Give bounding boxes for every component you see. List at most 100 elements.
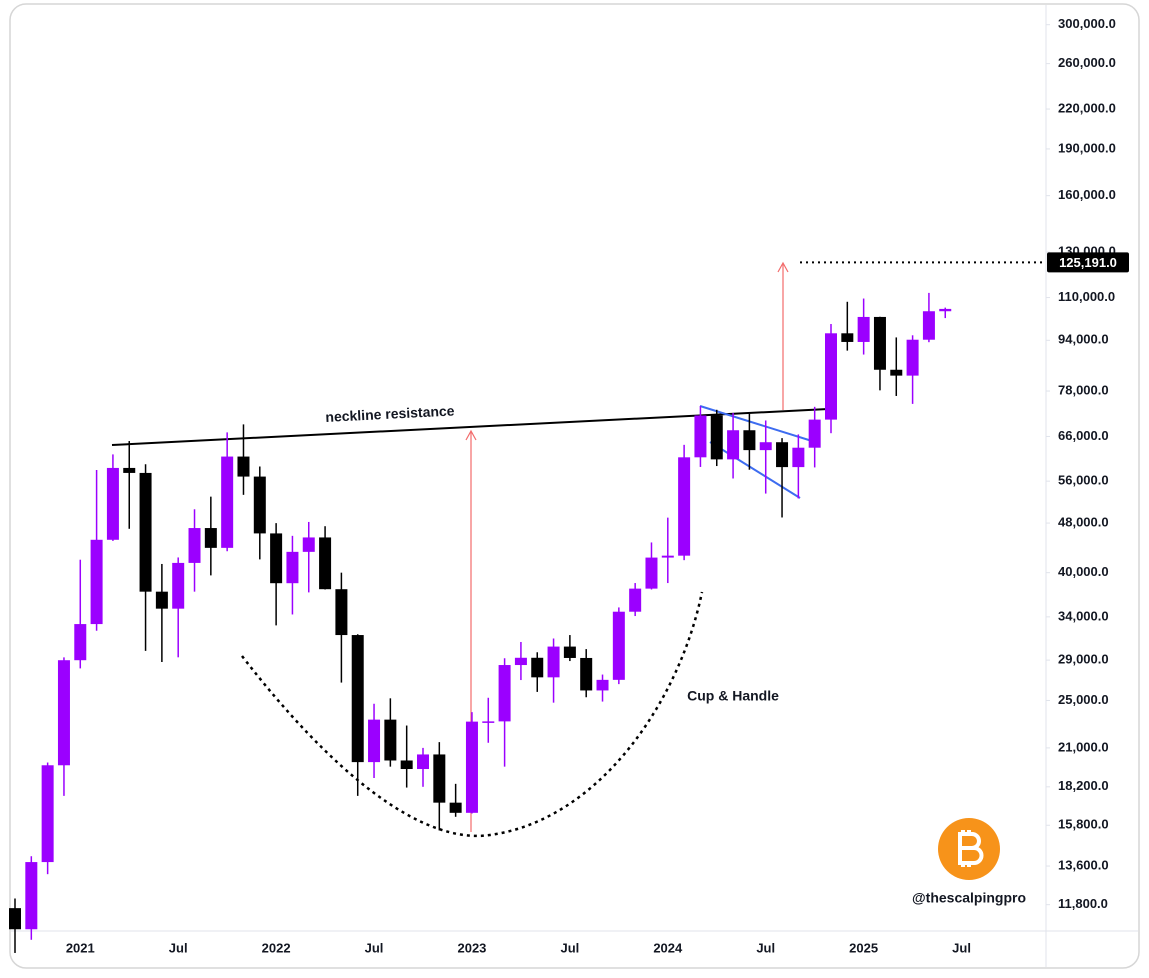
y-tick-label: 18,200.0 xyxy=(1058,778,1109,793)
candle-body xyxy=(155,591,168,609)
candle-body xyxy=(25,862,38,930)
candle-body xyxy=(204,528,217,548)
y-tick-label: 13,600.0 xyxy=(1058,857,1109,872)
x-tick-label: Jul xyxy=(560,940,579,955)
watermark-box xyxy=(906,886,1032,912)
candle-body xyxy=(449,802,462,813)
y-tick-label: 190,000.0 xyxy=(1058,140,1116,155)
candle-body xyxy=(139,472,152,592)
candle-body xyxy=(368,719,381,763)
candle-body xyxy=(335,589,348,636)
candle-body xyxy=(41,765,54,863)
flag-line xyxy=(699,405,813,442)
y-tick-label: 94,000.0 xyxy=(1058,332,1109,347)
candle-body xyxy=(221,456,234,548)
candle-body xyxy=(384,719,397,761)
cup-curve xyxy=(241,591,704,838)
candle-body xyxy=(612,611,625,680)
price-label-box xyxy=(1047,252,1129,273)
x-tick-label: Jul xyxy=(169,940,188,955)
arrow-head xyxy=(777,261,789,273)
candle-body xyxy=(57,660,70,766)
x-tick-label: Jul xyxy=(365,940,384,955)
y-tick-label: 78,000.0 xyxy=(1058,382,1109,397)
y-tick-label: 110,000.0 xyxy=(1058,289,1115,304)
x-tick-label: 2024 xyxy=(653,940,683,955)
candle-body xyxy=(776,442,789,468)
candle-body xyxy=(645,557,658,589)
candle-body xyxy=(890,369,903,376)
candle-body xyxy=(351,635,364,763)
candle-body xyxy=(580,657,593,691)
candle-body xyxy=(727,430,740,460)
candle-body xyxy=(792,447,805,468)
candle-body xyxy=(710,415,723,460)
neckline xyxy=(111,408,829,446)
candle-body xyxy=(857,316,870,342)
candle-body xyxy=(498,665,511,722)
candle-body xyxy=(106,467,119,540)
candle-body xyxy=(123,467,136,473)
candle-body xyxy=(825,333,837,420)
candle-body xyxy=(563,646,576,658)
y-tick-label: 11,800.0 xyxy=(1058,896,1108,911)
y-tick-label: 29,000.0 xyxy=(1058,652,1109,667)
y-tick-label: 40,000.0 xyxy=(1058,564,1109,579)
candle-body xyxy=(547,646,560,678)
candle-body xyxy=(237,456,250,477)
candle-body xyxy=(400,760,413,770)
drawings xyxy=(111,261,1032,912)
candle-body xyxy=(286,551,299,584)
candle-body xyxy=(841,333,854,342)
x-tick-label: 2025 xyxy=(849,940,878,955)
card xyxy=(9,3,1140,969)
candle-body xyxy=(417,754,429,770)
candle-body xyxy=(302,537,315,552)
y-tick-label: 66,000.0 xyxy=(1058,428,1109,443)
candle-body xyxy=(482,721,495,723)
candle-body xyxy=(270,533,283,584)
y-tick-label: 25,000.0 xyxy=(1058,692,1109,707)
y-tick-label: 260,000.0 xyxy=(1058,55,1116,70)
arrow-head xyxy=(465,429,477,441)
x-tick-label: 2023 xyxy=(457,940,486,955)
candle-body xyxy=(873,316,886,370)
y-tick-label: 15,800.0 xyxy=(1058,817,1109,832)
watermark: @thescalpingpro xyxy=(912,890,1026,906)
candle-body xyxy=(9,908,21,930)
y-tick-label: 34,000.0 xyxy=(1058,608,1109,623)
candle-body xyxy=(514,657,527,666)
y-tick-label: 56,000.0 xyxy=(1058,473,1109,488)
candle-body xyxy=(678,457,691,556)
y-tick-label: 220,000.0 xyxy=(1058,100,1116,115)
candle-body xyxy=(74,624,87,661)
candle-body xyxy=(939,308,952,312)
candle-body xyxy=(759,442,772,451)
price-label: 125,191.0 xyxy=(1059,255,1117,270)
candle-body xyxy=(922,311,935,340)
candle-body xyxy=(531,657,544,678)
candle-body xyxy=(661,555,674,558)
candle-body xyxy=(433,754,446,803)
candle-body xyxy=(188,528,201,563)
x-tick-label: Jul xyxy=(952,940,971,955)
candle-body xyxy=(90,539,103,625)
y-tick-label: 48,000.0 xyxy=(1058,515,1109,530)
candle-body xyxy=(694,415,707,458)
candle-body xyxy=(596,679,609,691)
flag-line xyxy=(709,441,801,499)
candle-body xyxy=(906,339,919,376)
x-tick-label: 2021 xyxy=(66,940,95,955)
x-tick-label: 2022 xyxy=(262,940,291,955)
y-tick-label: 21,000.0 xyxy=(1058,739,1109,754)
candle-body xyxy=(253,476,266,534)
candle-body xyxy=(629,588,642,612)
neckline-label: neckline resistance xyxy=(325,402,455,425)
candle-body xyxy=(808,419,821,448)
candle-body xyxy=(465,721,478,813)
bitcoin-symbol xyxy=(958,830,984,867)
candle-body xyxy=(743,430,756,451)
x-tick-label: Jul xyxy=(756,940,775,955)
y-tick-label: 160,000.0 xyxy=(1058,187,1116,202)
